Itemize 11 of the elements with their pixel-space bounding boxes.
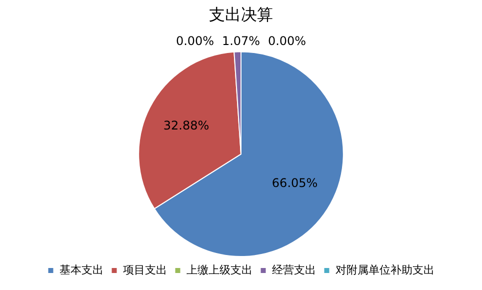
legend-label: 经营支出 <box>272 263 316 276</box>
data-label: 32.88% <box>163 118 210 132</box>
text: 0.00% <box>176 34 214 48</box>
chart-title: 支出决算 <box>209 4 273 24</box>
legend-label: 项目支出 <box>122 263 167 276</box>
legend-label: 基本支出 <box>59 263 104 276</box>
text: 0.00% <box>268 34 306 48</box>
data-label: 66.05% <box>272 176 318 190</box>
legend-label: 对附属单位补助支出 <box>335 263 434 276</box>
data-label: 1.07% <box>222 34 260 48</box>
legend-label: 上缴上级支出 <box>186 263 252 276</box>
